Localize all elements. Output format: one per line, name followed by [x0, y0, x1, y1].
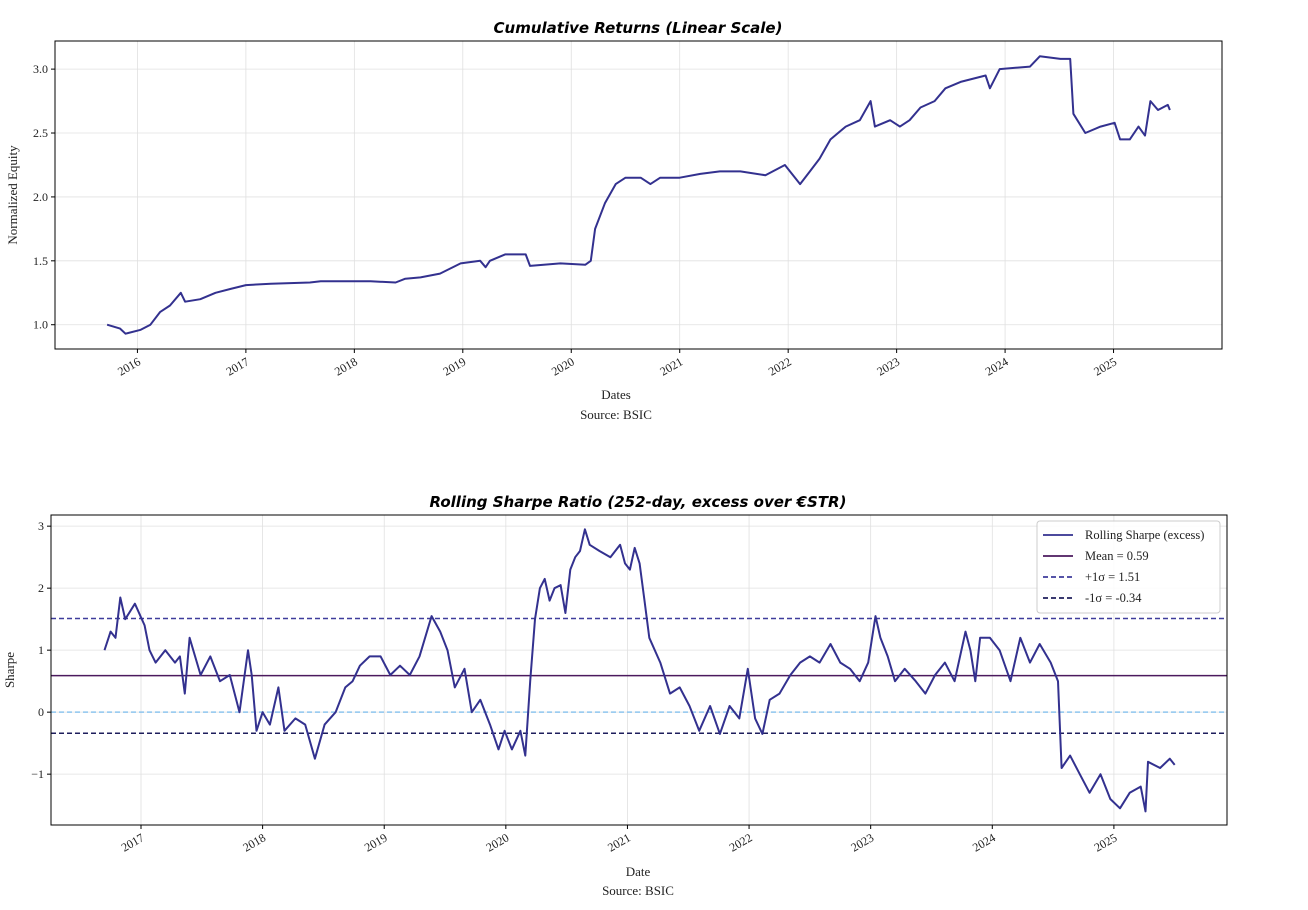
y-tick-label: 1.0	[33, 318, 48, 332]
x-tick-label: 2024	[983, 354, 1011, 378]
x-tick-label: 2017	[224, 354, 252, 378]
y-axis-label: Sharpe	[2, 652, 17, 688]
y-tick-label: 3.0	[33, 62, 48, 76]
legend-box	[1036, 520, 1221, 614]
y-tick-label: 2	[38, 581, 44, 595]
series-line	[106, 55, 1171, 335]
x-axis-label: Date	[626, 864, 651, 879]
x-tick-label: 2022	[766, 354, 794, 378]
x-tick-label: 2025	[1091, 354, 1119, 378]
y-axis-label: Normalized Equity	[5, 145, 20, 245]
legend-label: Mean = 0.59	[1085, 549, 1149, 563]
legend-label: -1σ = -0.34	[1085, 591, 1142, 605]
y-tick-label: 0	[38, 705, 44, 719]
y-tick-label: 2.0	[33, 190, 48, 204]
y-tick-label: 1.5	[33, 254, 48, 268]
y-tick-label: 3	[38, 519, 44, 533]
x-tick-label: 2021	[605, 830, 633, 854]
x-tick-label: 2016	[115, 354, 143, 378]
x-tick-label: 2025	[1092, 830, 1120, 854]
series-line	[103, 528, 1176, 813]
x-tick-label: 2022	[727, 830, 755, 854]
legend-label: Rolling Sharpe (excess)	[1085, 528, 1204, 542]
cumulative-returns-chart: Cumulative Returns (Linear Scale) Dates …	[5, 19, 1223, 422]
chart-title: Rolling Sharpe Ratio (252-day, excess ov…	[430, 493, 847, 511]
x-tick-label: 2020	[484, 830, 512, 854]
y-tick-label: 1	[38, 643, 44, 657]
x-tick-label: 2018	[332, 354, 360, 378]
x-tick-label: 2023	[874, 354, 902, 378]
source-note: Source: BSIC	[602, 883, 674, 898]
legend: Rolling Sharpe (excess) Mean = 0.59 +1σ = …	[1036, 520, 1221, 614]
plot-frame	[50, 514, 1228, 826]
x-tick-label: 2018	[240, 830, 268, 854]
chart-title: Cumulative Returns (Linear Scale)	[494, 19, 783, 37]
rolling-sharpe-chart: Rolling Sharpe Ratio (252-day, excess ov…	[2, 493, 1228, 898]
x-tick-label: 2017	[119, 830, 147, 854]
source-note: Source: BSIC	[580, 407, 652, 422]
x-tick-label: 2019	[362, 830, 390, 854]
x-tick-label: 2020	[549, 354, 577, 378]
legend-label: +1σ = 1.51	[1085, 570, 1140, 584]
y-tick-label: 2.5	[33, 126, 48, 140]
y-tick-label: −1	[31, 767, 44, 781]
x-axis-label: Dates	[601, 387, 631, 402]
plot-frame	[54, 40, 1223, 350]
x-tick-label: 2021	[657, 354, 685, 378]
x-tick-label: 2024	[970, 830, 998, 854]
x-tick-label: 2023	[848, 830, 876, 854]
x-tick-label: 2019	[441, 354, 469, 378]
